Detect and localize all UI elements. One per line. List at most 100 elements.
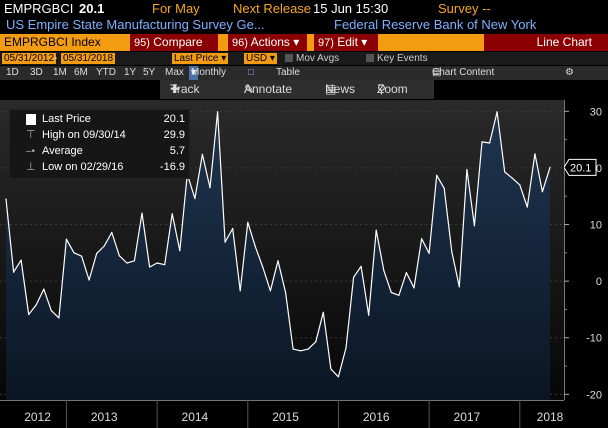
next-release-value: 15 Jun 15:30 — [313, 1, 389, 16]
data-point — [164, 264, 166, 266]
x-tick-label: 2014 — [182, 410, 209, 424]
price-field-select[interactable]: Last Price ▾ — [172, 53, 229, 64]
data-point — [5, 198, 7, 200]
data-point — [126, 262, 128, 264]
data-point — [405, 272, 407, 274]
period-1d[interactable]: 1D — [6, 67, 19, 78]
data-point — [43, 288, 45, 290]
x-tick-label: 2016 — [363, 410, 390, 424]
price-field-label: Last Price — [174, 53, 219, 64]
data-point — [232, 227, 234, 230]
date-dash: - — [54, 53, 58, 64]
data-point — [209, 187, 211, 189]
legend-low: ⊥ Low on 02/29/16 -16.9 — [10, 161, 191, 174]
data-point — [149, 266, 151, 268]
edit-num: 97) — [318, 37, 334, 49]
data-point — [277, 260, 279, 262]
currency-label: USD — [246, 53, 268, 64]
data-point — [217, 111, 219, 113]
data-point — [96, 252, 98, 254]
magnifier-icon: ⚲ — [377, 82, 386, 96]
news-icon: ▤ — [325, 82, 337, 96]
data-point — [489, 142, 491, 144]
key-events-label: Key Events — [377, 53, 428, 64]
frequency-select[interactable]: Monthly ▾ — [189, 66, 227, 80]
data-point — [481, 141, 483, 143]
data-point — [118, 255, 120, 257]
ticker[interactable]: EMPRGBCI — [4, 1, 74, 16]
data-point — [330, 368, 332, 370]
chart-type-label[interactable]: Line Chart — [484, 34, 608, 51]
x-axis: 2012 2013 2014 2015 2016 2017 2018 — [0, 400, 608, 428]
line-chart-icon[interactable]: □ — [248, 67, 255, 78]
period-6m[interactable]: 6M — [74, 67, 88, 78]
data-point — [88, 279, 90, 281]
subtitle-row: US Empire State Manufacturing Survey Ge.… — [0, 16, 608, 34]
key-events-checkbox[interactable]: Key Events — [366, 52, 428, 65]
data-point — [28, 313, 30, 316]
chevron-down-icon: ▾ — [361, 35, 368, 49]
pencil-icon: ✎ — [244, 82, 255, 96]
mov-avgs-label: Mov Avgs — [296, 53, 340, 64]
period-1y[interactable]: 1Y — [124, 67, 137, 78]
actions-button[interactable]: 96) Actions ▾ — [228, 34, 307, 51]
news-label: News — [325, 82, 356, 96]
next-release-label: Next Release — [233, 1, 312, 16]
data-point — [285, 291, 287, 294]
edit-button[interactable]: 97) Edit ▾ — [314, 34, 378, 51]
data-point — [65, 238, 67, 240]
track-label: Track — [170, 82, 200, 96]
data-point — [224, 241, 226, 243]
data-point — [35, 304, 37, 306]
period-1m[interactable]: 1M — [53, 67, 67, 78]
chart-content-icon: ▤ — [432, 67, 442, 78]
legend-value: 20.1 — [163, 113, 185, 125]
data-point — [141, 212, 143, 214]
frequency-label: Monthly — [191, 67, 227, 78]
mov-avgs-checkbox[interactable]: Mov Avgs — [285, 52, 339, 65]
y-tick-label: -20 — [586, 389, 602, 400]
data-point — [473, 225, 475, 227]
compare-label: Compare — [153, 35, 203, 49]
table-button[interactable]: Table — [276, 67, 300, 78]
data-point — [194, 197, 196, 200]
chevron-down-icon: ▾ — [293, 35, 300, 49]
x-tick-label: 2013 — [91, 410, 118, 424]
legend-value: 5.7 — [169, 145, 185, 157]
period-ytd[interactable]: YTD — [96, 67, 116, 78]
average-marker-icon: –• — [26, 146, 36, 157]
index-field[interactable]: EMPRGBCI Index — [0, 34, 123, 51]
period-5y[interactable]: 5Y — [143, 67, 156, 78]
legend-average: –• Average 5.7 — [10, 145, 191, 158]
data-point — [13, 271, 15, 273]
data-point — [133, 260, 135, 262]
y-tick-label: 0 — [596, 276, 602, 288]
data-point — [428, 252, 430, 254]
high-marker-icon: ⊤ — [26, 129, 36, 141]
data-point — [383, 269, 385, 271]
date-range-row: 05/31/2012 - 05/31/2018 Last Price ▾ USD… — [0, 52, 608, 65]
currency-select[interactable]: USD ▾ — [244, 53, 277, 64]
data-point — [269, 290, 271, 292]
period-label: For May — [152, 1, 200, 16]
survey-label: Survey -- — [438, 1, 491, 16]
crosshair-icon: ✚ — [170, 82, 181, 96]
data-point — [413, 287, 415, 289]
x-tick-label: 2018 — [537, 410, 564, 424]
data-point — [111, 231, 113, 234]
data-point — [466, 169, 468, 171]
data-point — [534, 153, 536, 155]
data-point — [436, 174, 438, 176]
period-max[interactable]: Max — [165, 67, 184, 78]
compare-button[interactable]: 95) Compare — [130, 34, 218, 51]
start-date-input[interactable]: 05/31/2012 — [2, 53, 57, 64]
data-point — [398, 294, 400, 296]
checkbox-icon — [366, 54, 374, 62]
end-date-input[interactable]: 05/31/2018 — [61, 53, 116, 64]
legend-label: Average — [42, 145, 83, 157]
data-point — [262, 266, 264, 269]
period-3d[interactable]: 3D — [30, 67, 43, 78]
data-point — [179, 250, 181, 252]
gear-icon[interactable]: ⚙ — [565, 67, 574, 78]
